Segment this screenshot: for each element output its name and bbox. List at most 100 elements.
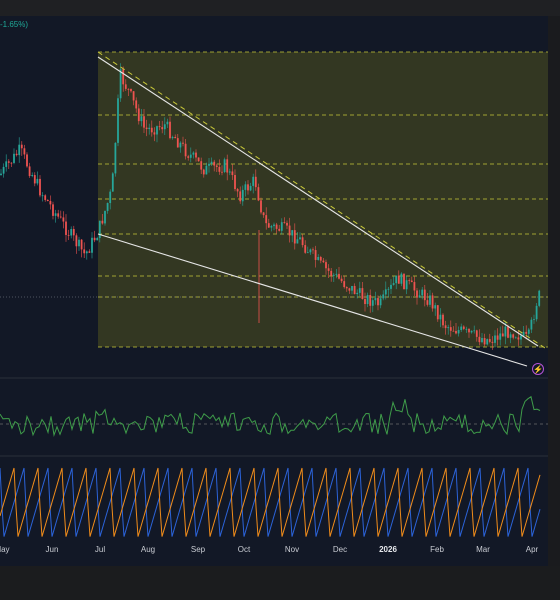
candle-body xyxy=(28,166,31,176)
candle-body xyxy=(291,230,294,236)
candle-body xyxy=(234,175,236,190)
candle-body xyxy=(314,250,317,260)
candle-body xyxy=(135,100,138,109)
candle-body xyxy=(501,333,504,337)
candle-body xyxy=(403,273,405,290)
candle-body xyxy=(54,213,57,216)
candle-body xyxy=(182,142,184,144)
candle-body xyxy=(148,127,151,130)
candle-body xyxy=(509,334,512,338)
candle-body xyxy=(257,187,260,201)
candle-body xyxy=(52,204,54,216)
candle-body xyxy=(20,144,23,149)
candle-body xyxy=(408,280,411,282)
candle-body xyxy=(494,335,496,343)
candle-body xyxy=(449,327,452,331)
candle-body xyxy=(478,336,481,343)
candle-body xyxy=(88,251,91,253)
candle-body xyxy=(156,126,158,135)
price-change-readout: -1.65%) xyxy=(0,20,29,29)
candle-body xyxy=(507,326,509,338)
candle-body xyxy=(106,203,109,211)
candle-body xyxy=(462,326,465,329)
candle-body xyxy=(312,249,314,251)
candle-body xyxy=(364,299,366,305)
candle-body xyxy=(434,305,437,309)
candle-body xyxy=(150,127,153,133)
candle-body xyxy=(387,288,390,290)
candle-body xyxy=(330,270,333,276)
candle-body xyxy=(338,273,340,279)
candle-body xyxy=(189,154,192,158)
candle-body xyxy=(223,159,226,172)
rsi-line xyxy=(0,395,541,437)
time-axis-label: Mar xyxy=(476,545,490,554)
candle-body xyxy=(59,216,62,218)
candle-body xyxy=(244,184,247,190)
time-axis-label: Nov xyxy=(284,545,300,554)
candle-body xyxy=(140,116,143,122)
candle-body xyxy=(296,239,299,244)
bottom-strip xyxy=(0,566,560,600)
candle-body xyxy=(187,156,190,158)
candle-body xyxy=(397,275,400,284)
time-axis-label: Feb xyxy=(430,545,444,554)
candle-body xyxy=(197,157,200,162)
time-axis-label: Jul xyxy=(94,545,106,554)
candle-body xyxy=(522,331,525,336)
candle-body xyxy=(280,222,283,231)
price-scale-strip[interactable] xyxy=(548,16,560,566)
candle-body xyxy=(202,169,205,175)
candle-body xyxy=(530,319,533,330)
candle-body xyxy=(475,330,478,337)
candle-body xyxy=(104,210,106,224)
candle-body xyxy=(31,175,34,176)
candle-body xyxy=(72,229,75,236)
candle-body xyxy=(0,173,2,175)
candle-body xyxy=(208,163,210,166)
candle-body xyxy=(340,278,343,282)
candle-body xyxy=(252,176,255,186)
candle-body xyxy=(262,212,265,216)
candle-body xyxy=(200,161,203,170)
candle-body xyxy=(166,121,169,125)
candle-body xyxy=(7,161,10,163)
candle-body xyxy=(431,295,434,309)
candle-body xyxy=(288,225,291,236)
stoch-orange-line xyxy=(0,467,541,537)
candle-body xyxy=(49,201,52,205)
candle-body xyxy=(353,285,356,295)
lower-trendline[interactable] xyxy=(97,233,528,367)
time-axis-label: Sep xyxy=(190,545,206,554)
candle-body xyxy=(254,176,257,188)
candle-body xyxy=(226,159,229,173)
candle-body xyxy=(496,335,499,340)
candle-body xyxy=(488,339,491,342)
candle-body xyxy=(299,237,301,240)
time-axis-label: May xyxy=(0,545,10,554)
candle-body xyxy=(468,328,470,333)
candle-body xyxy=(93,237,96,241)
candle-body xyxy=(416,290,418,298)
candle-body xyxy=(486,339,489,345)
candle-body xyxy=(210,161,213,164)
candle-body xyxy=(442,314,444,326)
lightning-icon[interactable]: ⚡ xyxy=(532,363,544,375)
candles xyxy=(0,63,541,350)
candle-body xyxy=(369,295,372,306)
upper-trendline[interactable] xyxy=(97,56,539,347)
candle-body xyxy=(457,330,460,334)
candle-body xyxy=(309,249,312,253)
candle-body xyxy=(117,98,119,143)
candle-body xyxy=(46,199,49,202)
candle-body xyxy=(335,273,338,275)
candle-body xyxy=(436,305,439,320)
candle-body xyxy=(65,221,67,235)
candle-body xyxy=(205,165,208,175)
candle-body xyxy=(439,314,442,320)
candle-body xyxy=(327,268,330,271)
candle-body xyxy=(221,171,223,173)
candle-body xyxy=(304,245,307,253)
